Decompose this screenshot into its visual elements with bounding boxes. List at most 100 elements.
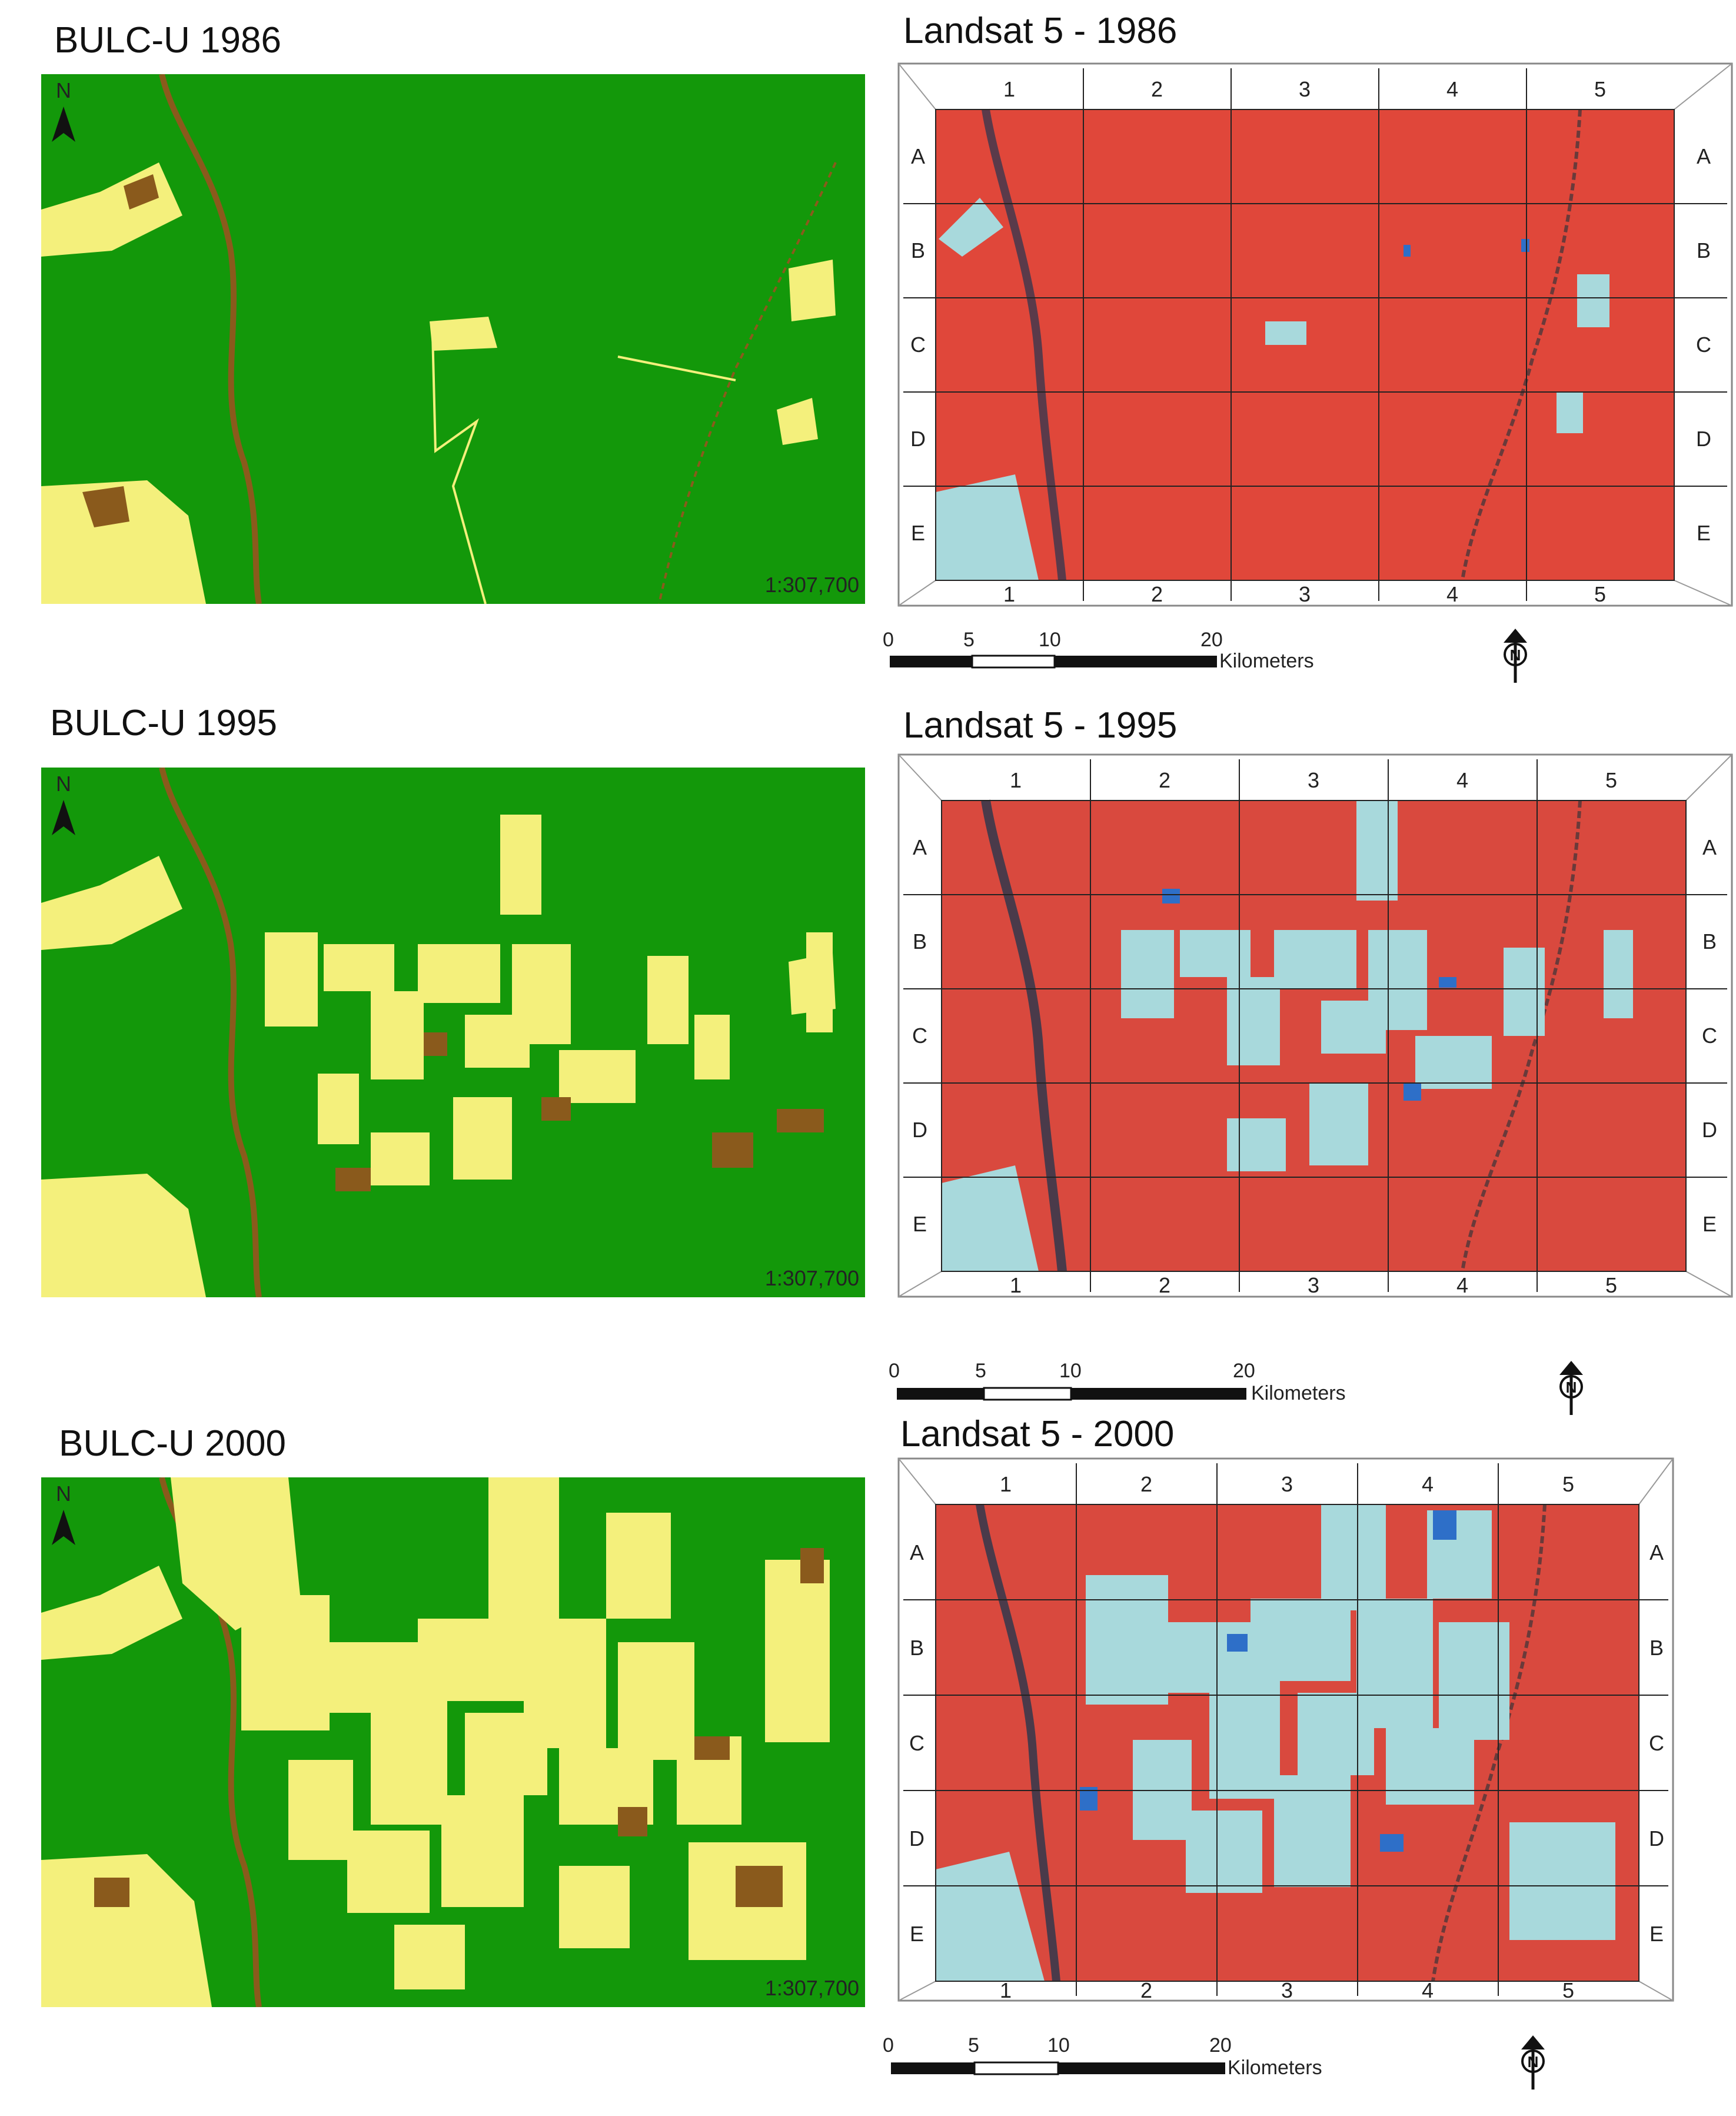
cleared-field [1086, 1575, 1168, 1705]
cleared-field [1504, 948, 1545, 1036]
landsat-1986-map: 1 2 3 4 5 1 2 3 4 5 A B C D E A B C D E [897, 62, 1733, 607]
north-arrow-icon: N [1521, 2035, 1545, 2090]
scale-unit: Kilometers [1251, 1382, 1346, 1404]
cleared-field [324, 944, 394, 991]
cleared-field [418, 944, 500, 1003]
bare-patch [736, 1866, 783, 1907]
grid-col-label-bottom: 5 [1605, 1273, 1617, 1297]
scale-tick-label: 5 [975, 1360, 986, 1382]
road-line [431, 333, 487, 604]
grid-col-label-bottom: 4 [1422, 1978, 1434, 2002]
water-body [1433, 1510, 1456, 1540]
grid-row-label-left: A [911, 144, 925, 168]
landsat-1995-title: Landsat 5 - 1995 [903, 705, 1178, 746]
water-body [1404, 245, 1411, 257]
water-body [1380, 1834, 1404, 1852]
cleared-field [765, 1560, 830, 1742]
bare-patch [777, 1109, 824, 1132]
grid-row-label-right: B [1697, 238, 1711, 263]
cleared-field [936, 1852, 1045, 1981]
grid-col-label-top: 4 [1422, 1472, 1434, 1496]
grid-row-label-left: B [911, 238, 925, 263]
river-channel [982, 108, 1066, 581]
grid-row-label-left: D [912, 1118, 927, 1142]
north-arrow-icon: N [1504, 629, 1527, 683]
grid-row-label-right: D [1696, 427, 1711, 451]
cleared-field [1274, 1775, 1351, 1887]
scale-tick-label: 20 [1233, 1360, 1255, 1382]
grid-lines [903, 68, 1727, 601]
grid-row-label-left: C [909, 1731, 924, 1755]
grid-row-label-left: D [909, 1826, 924, 1851]
grid-row-label-left: E [910, 1922, 924, 1946]
grid-col-label-bottom: 4 [1456, 1273, 1468, 1297]
cleared-field [441, 1795, 524, 1907]
grid-row-label-left: C [910, 333, 926, 357]
scale-bar [891, 2061, 1225, 2075]
bare-patch [618, 1807, 647, 1836]
grid-col-label-bottom: 1 [1003, 582, 1015, 606]
road-line [617, 356, 736, 381]
cleared-field [1415, 1036, 1492, 1089]
scale-tick-label: 10 [1047, 2034, 1070, 2057]
grid-col-label-bottom: 2 [1159, 1273, 1170, 1297]
grid-row-label-right: B [1702, 929, 1717, 954]
bulc-1995-map: 1:307,700 N [41, 768, 865, 1297]
cleared-field [488, 1477, 559, 1619]
bulc-1986-map: 1:307,700 N [41, 74, 865, 604]
cleared-field [41, 1174, 206, 1297]
water-body [1404, 1083, 1421, 1101]
bare-patch [694, 1736, 730, 1760]
cleared-field [1209, 1681, 1280, 1799]
grid-col-label-bottom: 3 [1308, 1273, 1319, 1297]
grid-row-label-right: D [1702, 1118, 1717, 1142]
grid-col-label-bottom: 3 [1299, 582, 1311, 606]
grid-col-label-top: 5 [1605, 768, 1617, 792]
bare-patch [541, 1097, 571, 1121]
grid-row-label-right: E [1649, 1922, 1664, 1946]
cleared-field [1356, 800, 1398, 901]
bare-patch [82, 486, 129, 527]
scale-tick-label: 10 [1059, 1360, 1082, 1382]
cleared-field [171, 1477, 300, 1630]
north-arrow-icon [52, 800, 75, 835]
north-letter: N [56, 772, 71, 796]
bare-patch [800, 1548, 824, 1583]
grid-col-label-bottom: 5 [1562, 1978, 1574, 2002]
grid-col-label-bottom: 4 [1446, 582, 1458, 606]
grid-col-label-top: 5 [1562, 1472, 1574, 1496]
cleared-field [1309, 1083, 1368, 1165]
cleared-field [1265, 321, 1306, 345]
scale-tick-label: 0 [889, 1360, 900, 1382]
grid-col-label-top: 1 [1000, 1472, 1012, 1496]
grid-col-label-top: 1 [1003, 77, 1015, 101]
grid-row-label-right: B [1649, 1636, 1664, 1660]
cleared-field [789, 260, 836, 321]
cleared-field [559, 1050, 636, 1103]
cleared-field [524, 1619, 606, 1748]
grid-row-label-left: E [913, 1212, 927, 1236]
grid-col-label-top: 3 [1281, 1472, 1293, 1496]
river-channel [1431, 1504, 1547, 1982]
cleared-field [41, 480, 206, 604]
scale-tick-label: 5 [968, 2034, 979, 2057]
river-channel [159, 74, 262, 604]
cleared-field [1368, 930, 1427, 1030]
cleared-field [288, 1760, 353, 1860]
grid-row-label-right: A [1697, 144, 1711, 168]
landsat-1995-map: 1 2 3 4 5 1 2 3 4 5 A B C D E A B C D E [897, 753, 1733, 1298]
grid-col-label-top: 3 [1299, 77, 1311, 101]
cleared-field [1321, 1504, 1386, 1610]
grid-col-label-top: 4 [1456, 768, 1468, 792]
north-letter: N [1566, 1378, 1577, 1396]
grid-col-label-top: 2 [1140, 1472, 1152, 1496]
north-letter: N [56, 1481, 71, 1506]
cleared-field [318, 1074, 359, 1144]
cleared-field [1557, 392, 1583, 433]
grid-lines [903, 1463, 1668, 1996]
scale-tick-label: 5 [963, 629, 975, 651]
cleared-field [694, 1015, 730, 1079]
north-letter: N [56, 78, 71, 102]
grid-row-label-left: B [913, 929, 927, 954]
cleared-field [371, 1701, 447, 1825]
